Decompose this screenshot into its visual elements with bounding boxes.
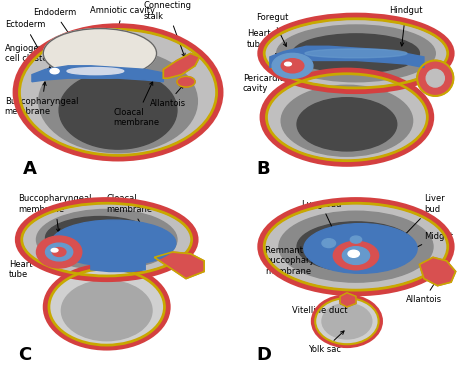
- Polygon shape: [155, 252, 204, 279]
- Ellipse shape: [272, 53, 313, 78]
- Ellipse shape: [279, 211, 433, 282]
- Text: C: C: [18, 346, 32, 364]
- Text: Ectoderm: Ectoderm: [5, 20, 45, 50]
- Ellipse shape: [350, 236, 362, 243]
- Text: D: D: [256, 346, 271, 364]
- Text: Heart
tube: Heart tube: [9, 255, 51, 279]
- Text: Buccopharyngeal
membrane: Buccopharyngeal membrane: [18, 194, 92, 232]
- Text: Heart
tube: Heart tube: [247, 29, 285, 62]
- Polygon shape: [32, 66, 164, 82]
- Text: Pericardial
cavity: Pericardial cavity: [243, 74, 292, 93]
- Ellipse shape: [59, 71, 177, 149]
- Ellipse shape: [36, 210, 177, 270]
- Ellipse shape: [281, 85, 412, 156]
- Ellipse shape: [284, 62, 292, 66]
- Ellipse shape: [62, 280, 152, 341]
- Text: Connecting
stalk: Connecting stalk: [144, 1, 192, 57]
- Polygon shape: [419, 257, 456, 286]
- Ellipse shape: [20, 202, 193, 277]
- Ellipse shape: [39, 50, 197, 153]
- Ellipse shape: [333, 242, 379, 270]
- Text: A: A: [23, 160, 37, 178]
- Ellipse shape: [43, 29, 156, 78]
- Ellipse shape: [18, 29, 218, 156]
- Text: Endoderm: Endoderm: [33, 8, 89, 63]
- Ellipse shape: [263, 18, 449, 89]
- Polygon shape: [340, 293, 356, 307]
- Text: Cloacal
membrane: Cloacal membrane: [113, 82, 159, 127]
- Ellipse shape: [348, 250, 359, 257]
- Ellipse shape: [50, 68, 59, 74]
- Ellipse shape: [52, 247, 66, 256]
- Text: Buccopharyngeal
membrane: Buccopharyngeal membrane: [5, 82, 78, 116]
- Ellipse shape: [277, 25, 435, 82]
- Text: Lung bud: Lung bud: [301, 200, 341, 236]
- Ellipse shape: [263, 202, 449, 291]
- Ellipse shape: [51, 249, 58, 252]
- Polygon shape: [270, 46, 424, 68]
- Ellipse shape: [48, 268, 165, 346]
- Text: Vitelline duct: Vitelline duct: [292, 301, 347, 315]
- Ellipse shape: [281, 59, 304, 73]
- Ellipse shape: [322, 239, 336, 247]
- Text: Hindgut: Hindgut: [389, 6, 422, 46]
- Polygon shape: [91, 257, 145, 272]
- Text: Allantois: Allantois: [406, 275, 442, 304]
- Ellipse shape: [342, 247, 370, 265]
- Ellipse shape: [322, 303, 372, 339]
- Ellipse shape: [265, 73, 428, 161]
- Ellipse shape: [46, 243, 73, 261]
- Text: B: B: [256, 160, 270, 178]
- Ellipse shape: [313, 296, 381, 346]
- Text: Allantois: Allantois: [150, 85, 186, 108]
- Polygon shape: [164, 53, 200, 78]
- Ellipse shape: [67, 68, 124, 75]
- Text: Cloacal
membrane: Cloacal membrane: [106, 194, 153, 236]
- Ellipse shape: [297, 222, 415, 272]
- Ellipse shape: [177, 76, 195, 87]
- Text: Remnant of the
buccopharyngeal
membrane: Remnant of the buccopharyngeal membrane: [265, 246, 344, 276]
- Ellipse shape: [305, 49, 407, 58]
- Text: Yolk sac: Yolk sac: [308, 331, 344, 354]
- Ellipse shape: [297, 98, 397, 151]
- Ellipse shape: [292, 34, 419, 73]
- Ellipse shape: [426, 69, 444, 87]
- Text: Foregut: Foregut: [256, 13, 289, 46]
- Ellipse shape: [417, 60, 454, 96]
- Ellipse shape: [36, 236, 82, 268]
- Text: Amniotic cavity: Amniotic cavity: [90, 6, 155, 43]
- Ellipse shape: [51, 220, 176, 266]
- Text: Angiogenic
cell cluster: Angiogenic cell cluster: [5, 44, 52, 69]
- Text: Midgut: Midgut: [393, 232, 453, 259]
- Text: Liver
bud: Liver bud: [392, 194, 445, 247]
- Ellipse shape: [46, 217, 155, 259]
- Ellipse shape: [304, 224, 417, 273]
